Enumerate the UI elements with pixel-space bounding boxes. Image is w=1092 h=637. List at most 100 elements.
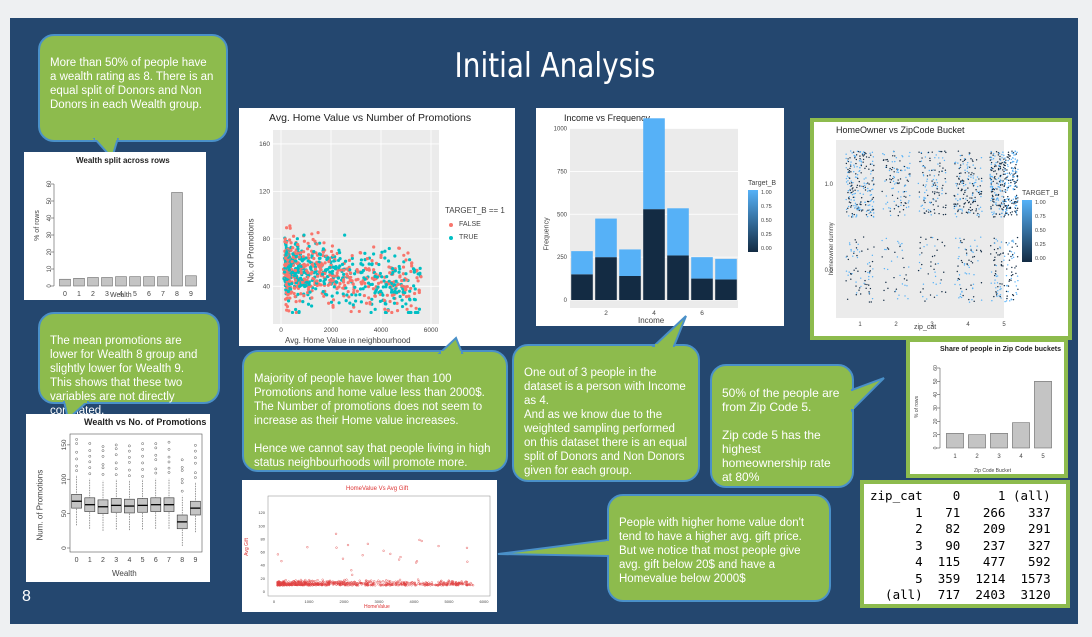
jitter-point [856,249,859,251]
jitter-point [1016,256,1019,258]
jitter-point [1004,189,1007,191]
jitter-point [971,287,974,290]
bar-5 [1034,381,1052,449]
jitter-point [1015,285,1018,287]
jitter-point [1003,190,1005,193]
scatter-point [378,292,382,297]
jitter-point [890,178,893,181]
jitter-point [994,175,996,178]
scatter-point [388,299,392,304]
jitter-point [882,153,884,155]
jitter-point [941,193,943,195]
scatter-point [341,280,346,284]
jitter-point [899,160,901,162]
jitter-point [990,271,993,273]
jitter-point [853,196,856,199]
jitter-point [1009,173,1011,176]
jitter-point [908,167,910,169]
scatter-point [359,581,362,585]
jitter-point [885,195,888,197]
outlier-point [75,442,78,445]
outlier-point [154,442,158,445]
outlier-point [128,474,131,478]
jitter-point [904,184,907,187]
jitter-point [865,177,867,179]
jitter-point [900,204,902,207]
jitter-point [999,162,1001,165]
scatter-point [289,241,293,245]
jitter-point [902,156,904,158]
jitter-point [891,194,894,197]
jitter-point [868,292,871,294]
jitter-point [866,283,868,286]
homeowner-zip-legend-title: TARGET_B [1022,190,1059,197]
jitter-point [870,173,872,175]
scatter-point [346,543,350,547]
jitter-point [869,270,871,272]
jitter-point [991,213,994,216]
jitter-point [894,155,896,157]
jitter-point [889,181,892,183]
jitter-point [981,210,983,213]
scatter-point [409,304,413,308]
scatter-point [301,583,304,586]
jitter-point [860,277,862,279]
jitter-point [938,171,940,173]
outlier-point [88,466,92,469]
scatter-point [321,247,325,251]
jitter-point [954,163,956,165]
jitter-point [872,156,875,158]
scatter-point [326,256,330,260]
x-tick-label: 2 [604,310,608,317]
jitter-point [1008,242,1010,244]
jitter-point [928,201,931,204]
scatter-point [338,281,342,286]
x-tick-label: 0 [279,327,283,334]
y-tick-label: 0 [263,589,266,594]
scatter-point [351,282,355,286]
scatter-point [380,275,384,279]
outlier-point [154,453,158,457]
scatter-point [309,304,314,308]
jitter-point [852,216,854,218]
jitter-point [989,159,992,161]
jitter-point [1004,157,1006,159]
jitter-point [863,182,865,184]
y-tick-label: 0 [47,284,53,288]
scatter-point [304,581,307,584]
jitter-point [938,157,940,159]
jitter-point [845,208,848,211]
jitter-point [934,212,936,214]
jitter-point [964,169,966,171]
jitter-point [993,201,995,203]
scatter-point [305,584,309,587]
callout-wealth: More than 50% of people have a wealth ra… [38,34,228,142]
jitter-point [1015,272,1017,275]
scatter-point [348,268,352,272]
jitter-point [868,278,870,281]
scatter-point [380,250,384,254]
scatter-point [384,584,388,587]
jitter-point [932,169,934,171]
scatter-point [379,584,382,587]
jitter-point [993,248,996,251]
outlier-point [128,468,131,472]
jitter-point [1014,206,1016,209]
scatter-point [322,241,326,245]
jitter-point [895,182,897,184]
jitter-point [851,152,853,154]
jitter-point [933,268,935,271]
jitter-point [898,242,900,244]
scatter-point [341,557,345,560]
scatter-point [287,309,291,313]
jitter-point [996,204,998,207]
jitter-point [856,165,858,168]
scatter-point [328,581,331,584]
jitter-point [1008,185,1010,187]
jitter-point [1004,213,1006,216]
jitter-point [972,283,975,285]
jitter-point [1002,173,1005,175]
jitter-point [920,160,923,162]
scatter-point [361,554,364,557]
jitter-point [937,197,939,200]
